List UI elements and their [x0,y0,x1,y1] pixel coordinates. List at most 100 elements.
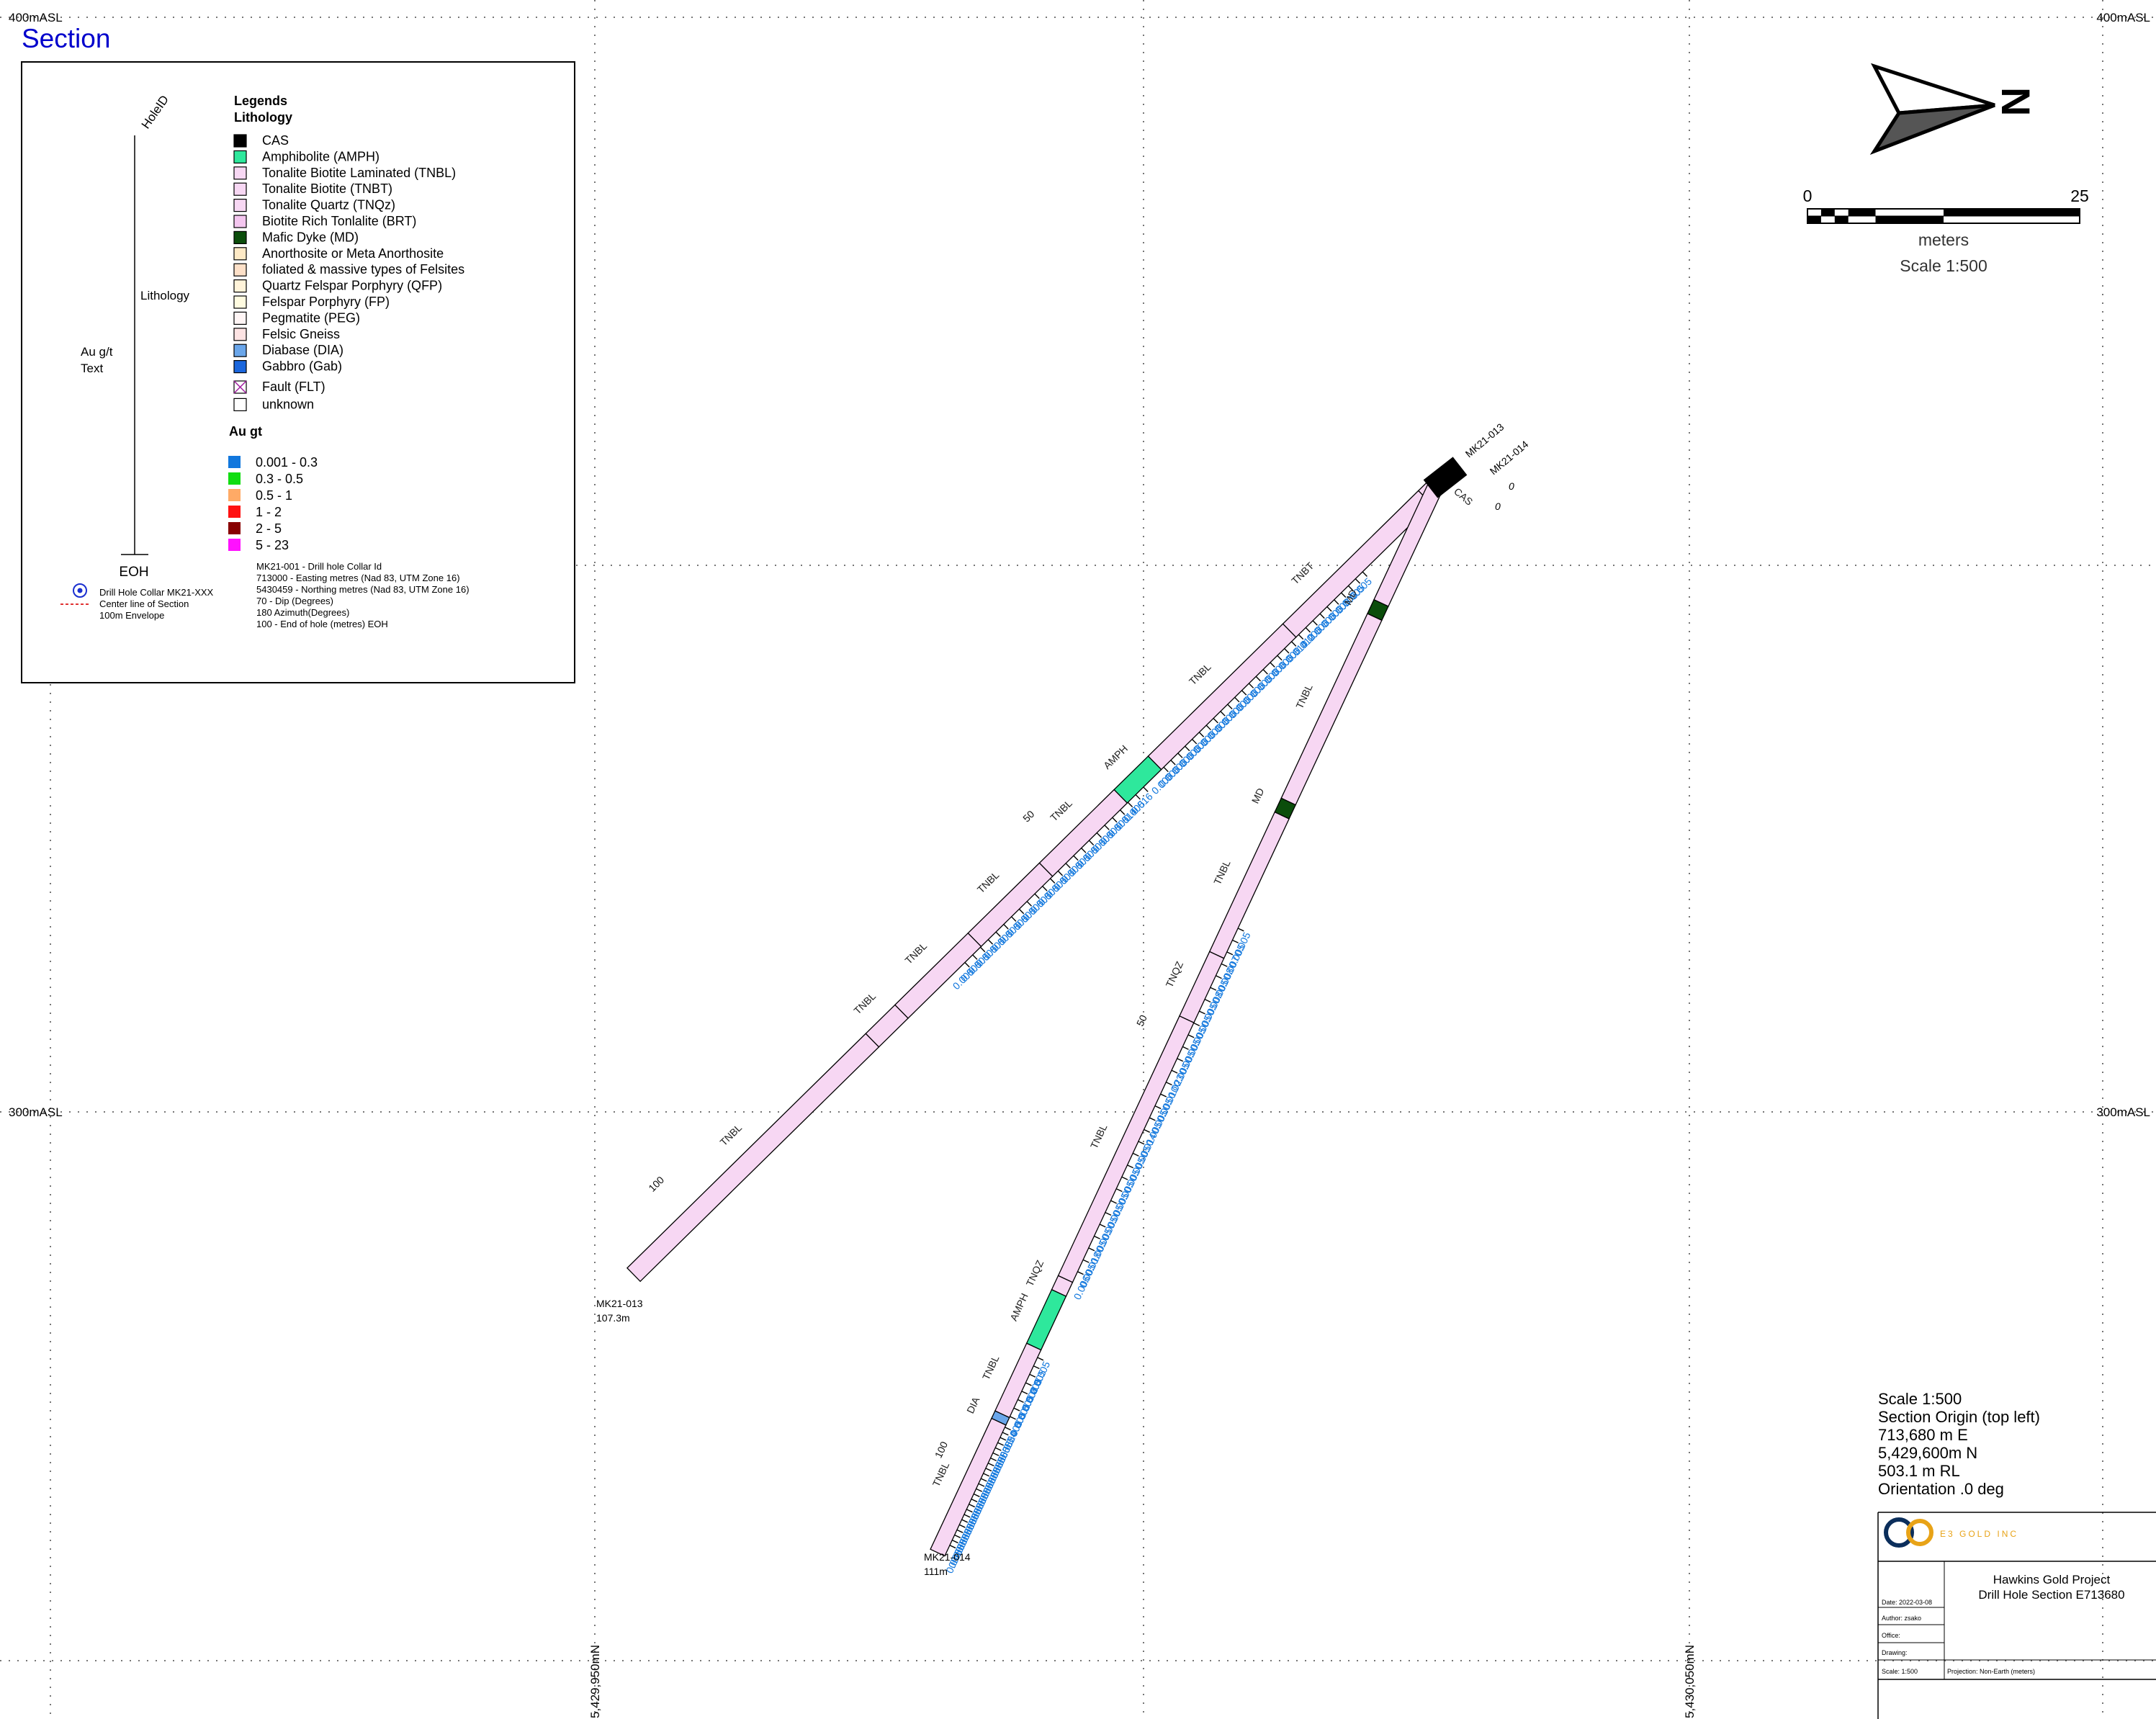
assay-tick [990,1457,997,1462]
assay-tick [954,1534,961,1538]
eoh-length-label: 111m [924,1566,948,1577]
assay-tick [1277,655,1283,661]
drill-hole-mk21-014: MDTNBLMDTNBLTNQZTNBLTNQZAMPHTNBLDIATNBL0… [924,438,1531,1577]
elevation-label-300-left: 300mASL [9,1105,63,1119]
assay-tick [1099,1224,1106,1228]
legend: HoleID Lithology Au g/t Text EOH Drill H… [21,61,575,683]
assay-tick [1088,1247,1095,1252]
assay-tick [1096,832,1102,838]
assay-tick [1241,690,1247,696]
assay-tick [983,1473,989,1477]
scale-bar: 0 25 meters Scale 1:500 [1803,187,2089,275]
assay-tick [1262,669,1268,675]
depth-mark-label: 0 [1509,480,1514,492]
lithology-interval-label: TNBL [1187,661,1213,688]
au-class-label: 1 - 2 [256,505,282,519]
section-info-line: 713,680 m E [1878,1426,1968,1444]
lithology-interval-label: TNBL [1293,682,1315,710]
lithology-swatch [233,344,247,357]
lithology-label: Tonalite Biotite (TNBT) [262,181,392,196]
scale-bar-unit-label: meters [1918,230,1969,249]
lithology-interval-label: TNBL [980,1353,1002,1381]
lithology-swatch [233,328,247,341]
assay-tick [1362,571,1367,577]
assay-tick [1120,809,1126,815]
legend-heading-lithology: Lithology [234,110,292,125]
assay-tick [1104,825,1110,830]
lithology-label: Tonalite Quartz (TNQz) [262,198,395,212]
depth-mark-label: 0 [1495,501,1501,512]
lithology-interval [1113,755,1162,804]
scale-bar-segment [1875,216,1944,223]
au-swatch [228,539,241,551]
assay-tick [979,946,986,953]
assay-tick [1010,1416,1016,1420]
assay-tick [1199,1010,1205,1015]
au-class-label: 0.5 - 1 [256,488,292,503]
section-info-line: Section Origin (top left) [1878,1408,2040,1426]
lithology-swatch [233,295,247,309]
assay-tick [1005,1427,1011,1431]
assay-tick [1026,901,1032,907]
north-arrow-letter: N [1993,87,2039,116]
assay-tick [1049,878,1056,884]
title-block-drawing-title: Drill Hole Section E713680 [1978,1588,2124,1602]
assay-tick [1248,683,1254,688]
scale-bar-blocks [1807,208,2080,224]
lithology-interval-label: AMPH [1101,742,1130,771]
au-class-label: 5 - 23 [256,538,289,552]
assay-tick [985,1468,992,1472]
au-swatch [228,522,241,534]
fault-icon [233,380,247,394]
assay-tick [964,1514,971,1518]
lithology-swatch [233,263,247,277]
northing-label-right: 5,430,050mN [1683,1645,1697,1718]
schematic-lithology-label: Lithology [140,289,190,302]
lithology-interval [1147,623,1297,771]
assay-tick [1305,627,1311,633]
lithology-interval-label: TNBL [717,1121,744,1148]
assay-tick [966,1509,973,1513]
lithology-swatch [233,311,247,325]
assay-tick [1073,855,1079,861]
symbol-collar-text: Drill Hole Collar MK21-XXX [99,587,214,598]
title-block-date: Date: 2022-03-08 [1882,1599,1932,1606]
lithology-interval-label: TNQZ [1024,1258,1046,1288]
assay-tick [1149,1117,1156,1121]
lithology-interval-label: TNBL [975,869,1002,896]
lithology-swatch [233,182,247,196]
title-block-author: Author: zsako [1882,1615,1921,1622]
lithology-label: Quartz Felspar Porphyry (QFP) [262,279,442,293]
assay-tick [1135,794,1141,800]
lithology-interval-label: DIA [964,1395,982,1416]
lithology-interval-label: CAS [1452,485,1475,508]
assay-tick [973,1493,980,1497]
assay-tick [1284,648,1290,654]
lithology-swatch [233,134,247,148]
assay-tick [1237,928,1244,932]
lithology-interval-label: TNBL [1211,858,1233,887]
title-block-project: Hawkins Gold Project [1993,1573,2111,1586]
assay-tick [1127,802,1133,808]
lithology-interval-label: TNQZ [1163,959,1185,989]
assay-tick [1291,641,1297,647]
eoh-hole-id: MK21-014 [924,1551,971,1563]
assay-tick [1000,1437,1007,1441]
assay-tick [956,1529,964,1533]
scale-bar-segment [1944,209,2080,216]
lithology-swatch [233,166,247,180]
au-swatch [228,456,241,468]
assay-tick [1205,724,1211,731]
lithology-swatch [233,150,247,163]
assay-tick [1177,1058,1184,1062]
au-class-label: 2 - 5 [256,521,282,536]
assay-tick [997,1442,1004,1446]
legend-frame [21,61,575,683]
collar-info-line: 70 - Dip (Degrees) [256,596,333,606]
assay-tick [980,1478,987,1482]
lithology-interval-label: MD [1249,786,1267,806]
assay-tick [1094,1235,1100,1239]
au-class-label: 0.3 - 0.5 [256,472,303,486]
assay-tick [1154,1105,1162,1110]
